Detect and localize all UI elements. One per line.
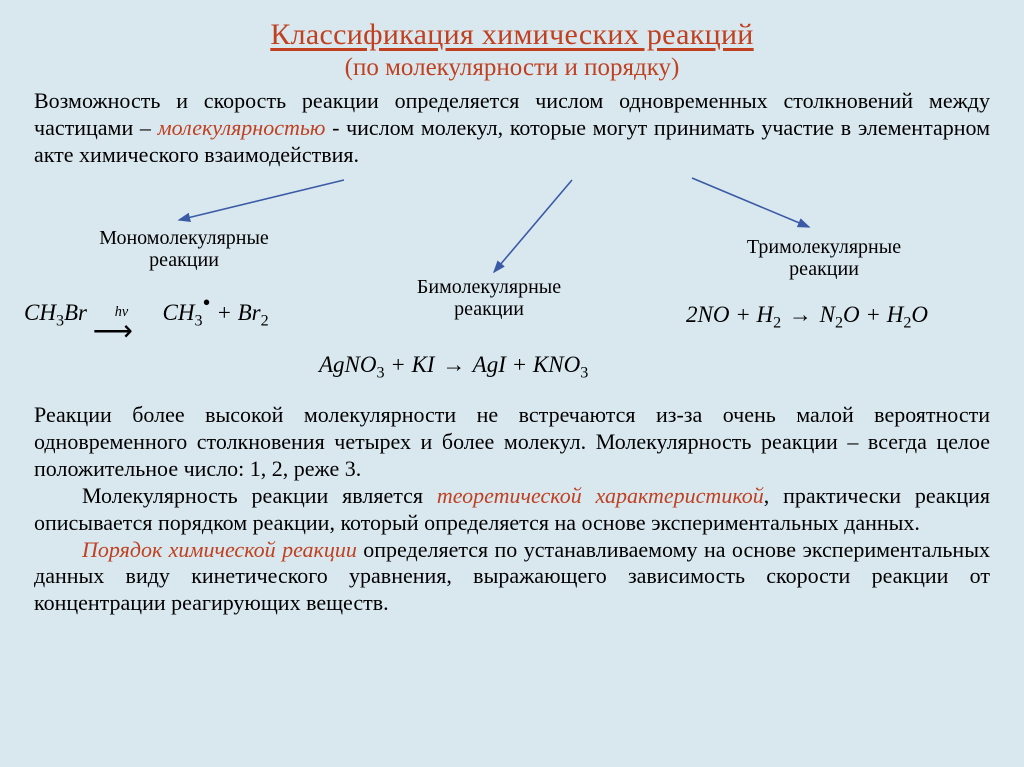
intro-highlight: молекулярностью	[158, 115, 326, 140]
body-p2: Молекулярность реакции является теоретич…	[34, 483, 990, 537]
tri-equation: 2NO + H2 → N2O + H2O	[686, 302, 928, 333]
bi-label-l1: Бимолекулярные	[417, 276, 561, 298]
tri-label-l1: Тримолекулярные	[747, 236, 901, 258]
bi-label: Бимолекулярные реакции	[389, 276, 589, 320]
page-title: Классификация химических реакций	[34, 18, 990, 52]
mono-label-l1: Мономолекулярные	[99, 227, 269, 249]
bi-equation: AgNO3 + KI → AgI + KNO3	[319, 352, 588, 383]
body-p2-a: Молекулярность реакции является	[82, 483, 437, 508]
body-text: Реакции более высокой молекулярности не …	[34, 402, 990, 617]
mono-label: Мономолекулярные реакции	[69, 227, 299, 271]
reaction-diagram: Мономолекулярные реакции Бимолекулярные …	[34, 172, 990, 402]
mono-equation: CH3Br hν⟶ CH3• + Br2	[24, 300, 269, 331]
tri-label-l2: реакции	[789, 258, 859, 280]
tri-label: Тримолекулярные реакции	[714, 236, 934, 280]
body-p3: Порядок химической реакции определяется …	[34, 537, 990, 617]
body-p3-highlight: Порядок химической реакции	[82, 537, 357, 562]
mono-label-l2: реакции	[149, 249, 219, 271]
intro-paragraph: Возможность и скорость реакции определяе…	[34, 88, 990, 168]
body-p2-highlight: теоретической характеристикой	[437, 483, 764, 508]
body-p1: Реакции более высокой молекулярности не …	[34, 402, 990, 482]
page-subtitle: (по молекулярности и порядку)	[34, 54, 990, 82]
bi-label-l2: реакции	[454, 298, 524, 320]
